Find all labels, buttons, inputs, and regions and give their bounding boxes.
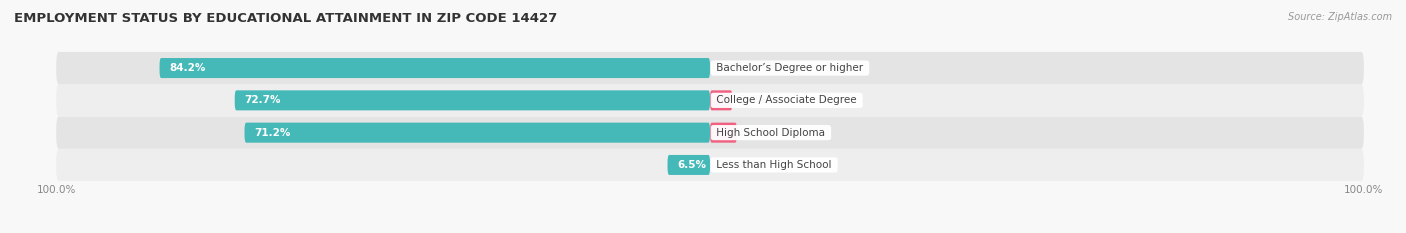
FancyBboxPatch shape bbox=[235, 90, 710, 110]
Text: 6.5%: 6.5% bbox=[678, 160, 706, 170]
FancyBboxPatch shape bbox=[159, 58, 710, 78]
FancyBboxPatch shape bbox=[56, 116, 1364, 149]
Text: Bachelor’s Degree or higher: Bachelor’s Degree or higher bbox=[713, 63, 866, 73]
Text: 3.4%: 3.4% bbox=[738, 95, 765, 105]
Text: 84.2%: 84.2% bbox=[169, 63, 205, 73]
Text: 72.7%: 72.7% bbox=[245, 95, 281, 105]
Text: Less than High School: Less than High School bbox=[713, 160, 835, 170]
Legend: In Labor Force, Unemployed: In Labor Force, Unemployed bbox=[616, 230, 804, 233]
FancyBboxPatch shape bbox=[245, 123, 710, 143]
FancyBboxPatch shape bbox=[56, 149, 1364, 181]
Text: 4.1%: 4.1% bbox=[744, 128, 770, 138]
Text: 71.2%: 71.2% bbox=[254, 128, 291, 138]
FancyBboxPatch shape bbox=[710, 123, 737, 143]
FancyBboxPatch shape bbox=[710, 90, 733, 110]
Text: EMPLOYMENT STATUS BY EDUCATIONAL ATTAINMENT IN ZIP CODE 14427: EMPLOYMENT STATUS BY EDUCATIONAL ATTAINM… bbox=[14, 12, 557, 25]
Text: High School Diploma: High School Diploma bbox=[713, 128, 828, 138]
FancyBboxPatch shape bbox=[56, 52, 1364, 84]
Text: Source: ZipAtlas.com: Source: ZipAtlas.com bbox=[1288, 12, 1392, 22]
Text: 0.0%: 0.0% bbox=[717, 160, 742, 170]
FancyBboxPatch shape bbox=[668, 155, 710, 175]
FancyBboxPatch shape bbox=[56, 84, 1364, 116]
Text: College / Associate Degree: College / Associate Degree bbox=[713, 95, 860, 105]
Text: 0.0%: 0.0% bbox=[717, 63, 742, 73]
